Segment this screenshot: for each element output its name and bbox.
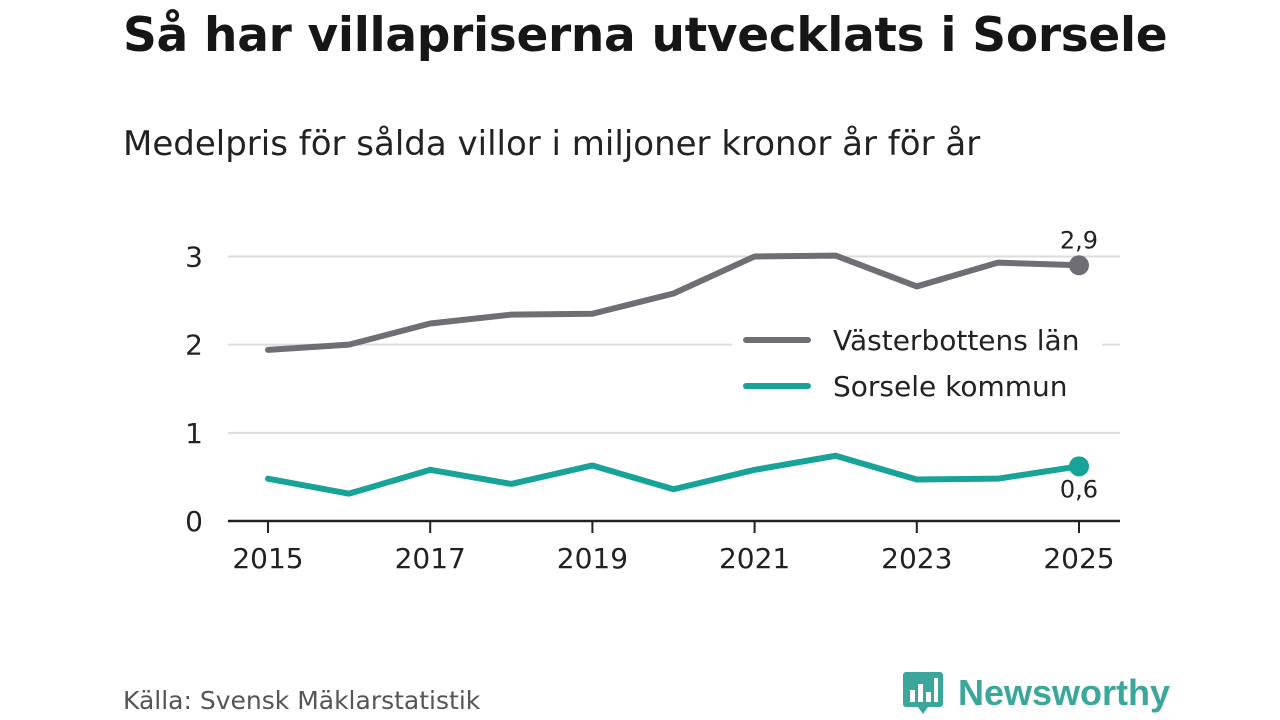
- brand-logo[interactable]: Newsworthy: [902, 670, 1170, 716]
- x-tick-label: 2019: [557, 542, 628, 575]
- chart-title: Så har villapriserna utvecklats i Sorsel…: [123, 8, 1168, 63]
- source-note: Källa: Svensk Mäklarstatistik: [123, 686, 481, 715]
- series-line-v-sterbottens-l-n: [265, 252, 1082, 353]
- y-tick-label: 3: [185, 240, 203, 273]
- x-tick-label: 2025: [1043, 542, 1114, 575]
- x-tick-label: 2015: [232, 542, 303, 575]
- y-tick-label: 1: [185, 417, 203, 450]
- series-line-sorsele-kommun: [265, 452, 1082, 497]
- x-tick-label: 2023: [881, 542, 952, 575]
- x-tick-label: 2021: [719, 542, 790, 575]
- data-label-sorsele-kommun: 0,6: [1060, 475, 1098, 503]
- brand-name: Newsworthy: [958, 672, 1171, 713]
- series-end-point-v-sterbottens-l-n: [1069, 255, 1089, 276]
- chart-subtitle: Medelpris för sålda villor i miljoner kr…: [123, 124, 981, 164]
- data-label-v-sterbottens-l-n: 2,9: [1060, 226, 1098, 254]
- legend-background: [732, 316, 1102, 418]
- y-tick-label: 0: [185, 505, 203, 538]
- legend-label: Västerbottens län: [833, 324, 1079, 357]
- y-tick-label: 2: [185, 329, 203, 362]
- x-tick-label: 2017: [395, 542, 466, 575]
- series-end-point-sorsele-kommun: [1069, 456, 1089, 477]
- newsworthy-logo-icon: [903, 672, 943, 714]
- legend-label: Sorsele kommun: [833, 370, 1068, 403]
